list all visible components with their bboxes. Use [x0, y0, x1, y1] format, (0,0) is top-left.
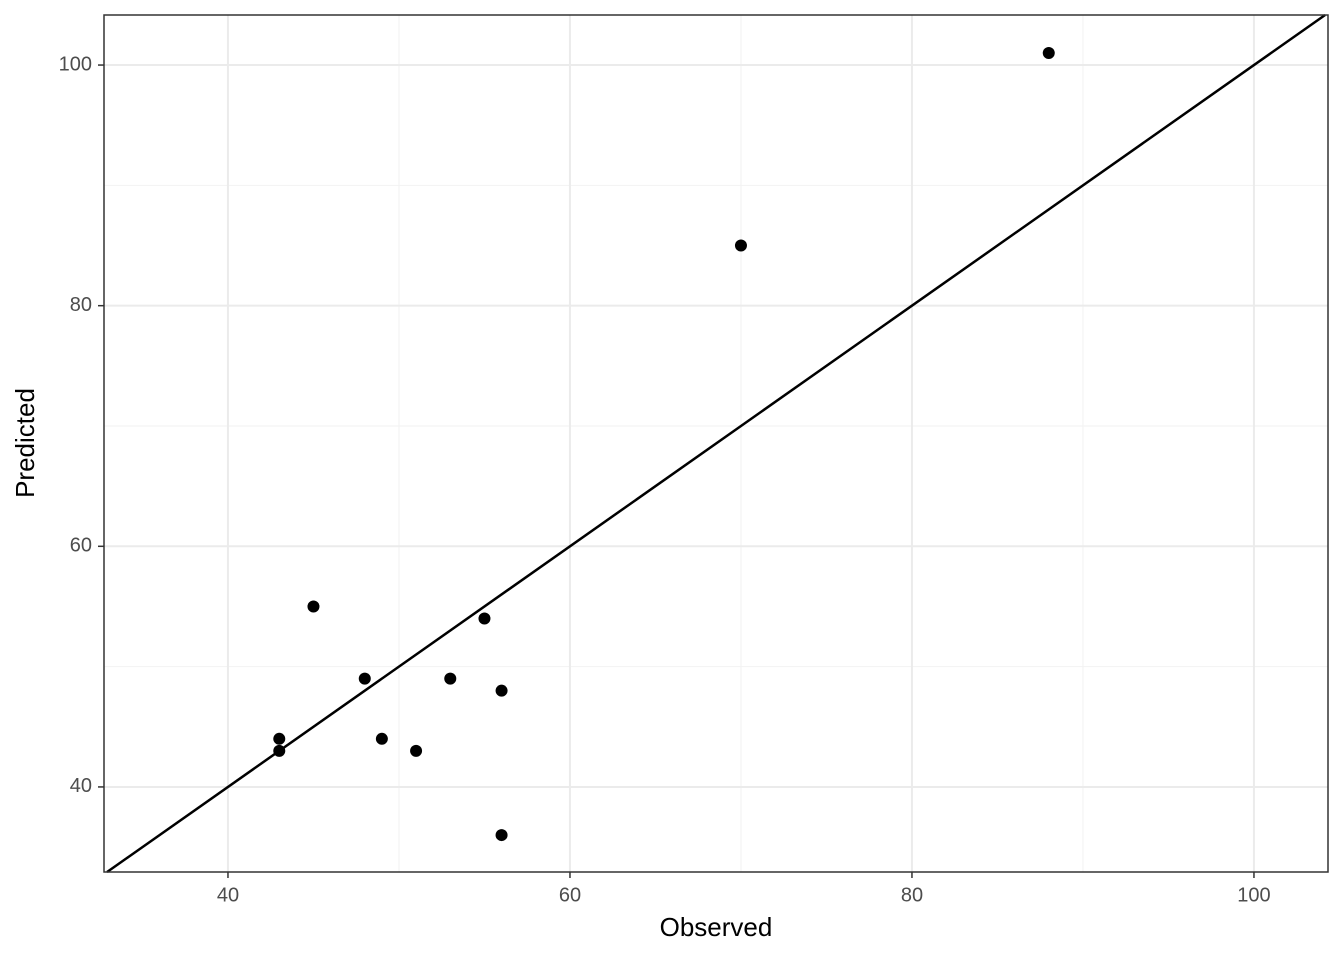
point [478, 612, 491, 625]
y-tick-label: 80 [70, 294, 92, 316]
y-tick-label: 60 [70, 535, 92, 557]
point [273, 732, 286, 745]
y-tick-label: 40 [70, 775, 92, 797]
y-tick-label: 100 [59, 53, 92, 75]
point [495, 684, 508, 697]
point [375, 732, 388, 745]
point [410, 744, 423, 757]
point [273, 744, 286, 757]
x-axis-title: Observed [660, 912, 773, 942]
x-tick-label: 40 [217, 884, 239, 906]
point [307, 600, 320, 613]
x-tick-label: 80 [901, 884, 923, 906]
point [444, 672, 457, 685]
x-tick-label: 60 [559, 884, 581, 906]
x-tick-label: 100 [1237, 884, 1270, 906]
y-axis-title: Predicted [10, 388, 40, 498]
point [734, 239, 747, 252]
point [358, 672, 371, 685]
identity-line [106, 13, 1326, 874]
point [1042, 47, 1055, 60]
panel-border [103, 14, 1329, 873]
point [495, 829, 508, 842]
